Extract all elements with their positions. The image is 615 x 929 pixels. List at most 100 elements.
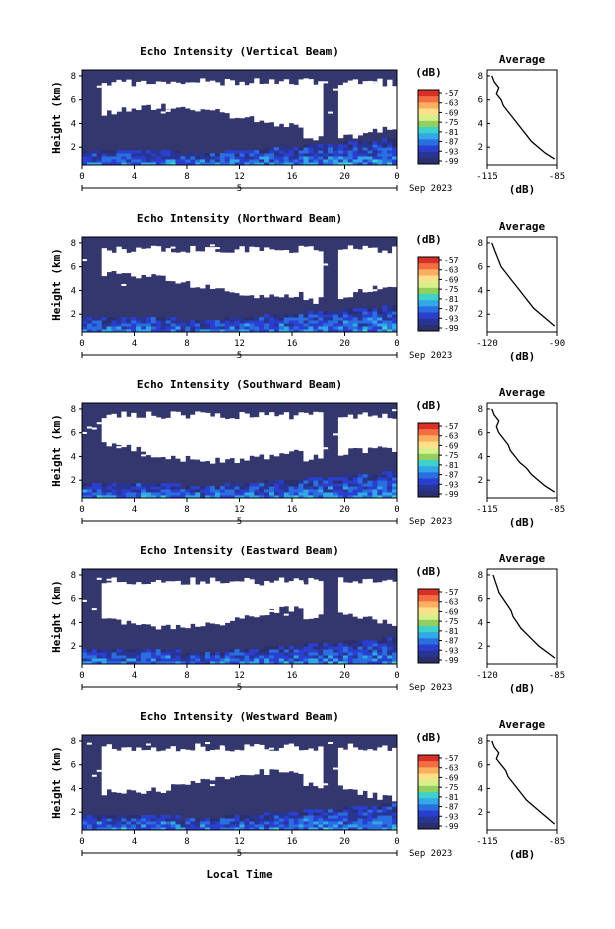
echo-cell	[91, 162, 98, 166]
echo-cell	[318, 326, 324, 330]
echo-cell	[372, 809, 378, 813]
echo-cell	[249, 818, 255, 822]
echo-cell	[234, 658, 240, 662]
y-axis-label: Height (km)	[50, 580, 63, 653]
echo-cell	[106, 159, 112, 163]
colorbar-tick-label: -63	[444, 432, 459, 441]
echo-cell	[91, 492, 98, 496]
no-echo-speckle	[298, 580, 304, 583]
echo-cell	[101, 317, 108, 321]
no-echo-cell	[200, 746, 206, 779]
echo-cell	[205, 153, 211, 157]
echo-cell	[249, 824, 255, 828]
no-echo-speckle	[219, 454, 225, 457]
no-echo-cell	[116, 582, 122, 620]
x-tick-label: 16	[287, 837, 298, 847]
echo-cell	[209, 824, 216, 828]
echo-cell	[214, 827, 221, 831]
echo-cell	[382, 821, 388, 825]
echo-cell	[372, 821, 378, 825]
echo-cell	[175, 323, 181, 327]
echo-cell	[264, 150, 270, 154]
no-echo-cell	[214, 581, 221, 625]
echo-cell	[333, 311, 339, 315]
no-echo-speckle	[293, 275, 299, 278]
echo-cell	[303, 144, 309, 148]
no-echo-speckle	[145, 95, 151, 98]
echo-cell	[259, 821, 265, 825]
echo-cell	[175, 495, 181, 499]
echo-cell	[219, 323, 226, 327]
no-echo-cell	[249, 83, 255, 117]
echo-cell	[234, 495, 240, 499]
echo-cell	[180, 489, 186, 493]
echo-cell	[82, 658, 88, 662]
echo-cell	[214, 661, 221, 665]
echo-cell	[372, 646, 378, 650]
echo-cell	[249, 658, 255, 662]
echo-cell	[205, 661, 211, 665]
echo-cell	[254, 489, 260, 493]
echo-cell	[347, 824, 354, 828]
echo-cell	[214, 652, 221, 656]
echo-cell	[180, 156, 186, 160]
echo-cell	[86, 486, 93, 490]
echo-cell	[318, 477, 324, 481]
echo-cell	[318, 652, 324, 656]
no-echo-cell	[121, 747, 127, 794]
echo-cell	[273, 326, 280, 330]
echo-cell	[82, 815, 88, 819]
echo-cell	[205, 159, 211, 163]
echo-cell	[308, 162, 314, 166]
echo-cell	[259, 156, 265, 160]
echo-cell	[259, 827, 265, 831]
echo-cell	[229, 658, 235, 662]
echo-cell	[372, 649, 378, 653]
echo-cell	[298, 812, 304, 816]
echo-cell	[273, 649, 280, 653]
echo-cell	[205, 320, 211, 324]
echo-cell	[116, 658, 122, 662]
echo-cell	[303, 643, 309, 647]
echo-cell	[382, 661, 388, 665]
echo-cell	[273, 323, 280, 327]
echo-cell	[328, 661, 334, 665]
echo-cell	[318, 495, 324, 499]
echo-cell	[347, 317, 354, 321]
echo-cell	[145, 827, 152, 831]
echo-cell	[382, 326, 388, 330]
echo-cell	[337, 495, 344, 499]
no-echo-cell	[111, 82, 117, 115]
echo-cell	[165, 652, 171, 656]
average-x-tick-label: -85	[549, 172, 565, 182]
no-echo-speckle	[106, 578, 112, 581]
echo-cell	[209, 159, 216, 163]
no-echo-cell	[185, 418, 191, 456]
echo-cell	[106, 150, 112, 154]
echo-cell	[298, 821, 304, 825]
no-echo-speckle	[337, 98, 343, 101]
echo-cell	[323, 827, 329, 831]
echo-cell	[283, 812, 290, 816]
colorbar-swatch	[418, 318, 439, 326]
colorbar-unit: (dB)	[415, 66, 442, 79]
echo-cell	[333, 649, 339, 653]
echo-cell	[259, 159, 265, 163]
echo-cell	[131, 483, 137, 487]
echo-cell	[283, 652, 290, 656]
echo-cell	[377, 809, 383, 813]
echo-cell	[333, 159, 339, 163]
echo-cell	[318, 144, 324, 148]
echo-cell	[293, 153, 299, 157]
echo-cell	[347, 643, 354, 647]
y-tick-label: 2	[71, 143, 76, 153]
colorbar-tick-label: -87	[444, 305, 459, 314]
colorbar-tick-label: -69	[444, 108, 459, 117]
y-tick-label: 6	[71, 429, 76, 439]
echo-cell	[377, 314, 383, 318]
echo-cell	[121, 329, 127, 333]
echo-cell	[318, 486, 324, 490]
no-echo-cell	[347, 414, 354, 449]
no-echo-cell	[101, 583, 108, 619]
echo-cell	[131, 156, 137, 160]
